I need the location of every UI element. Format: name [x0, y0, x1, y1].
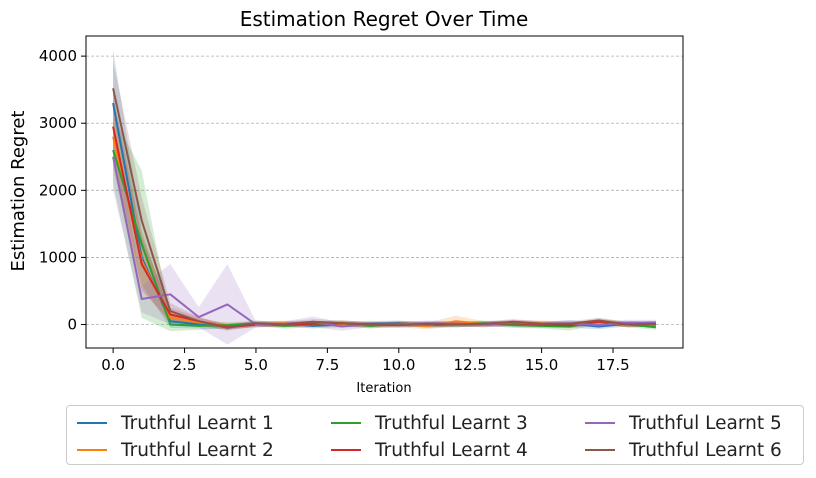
legend-item-6: Truthful Learnt 6	[585, 437, 782, 463]
series-lines	[112, 88, 656, 329]
band-series-1	[113, 49, 656, 330]
line-series-4	[112, 126, 656, 329]
x-tick-label: 12.5	[453, 356, 486, 374]
legend-label-5: Truthful Learnt 5	[629, 412, 782, 434]
band-series-2	[113, 103, 656, 330]
legend-label-6: Truthful Learnt 6	[629, 439, 782, 461]
legend-swatch-5	[585, 422, 615, 424]
band-series-4	[113, 93, 656, 330]
legend-swatch-4	[331, 449, 361, 451]
legend-label-1: Truthful Learnt 1	[121, 412, 274, 434]
x-tick-label: 10.0	[382, 356, 415, 374]
line-series-6	[112, 88, 656, 329]
y-tick-label: 0	[67, 316, 77, 334]
legend-item-1: Truthful Learnt 1	[77, 410, 274, 436]
band-series-3	[113, 116, 656, 332]
chart-title: Estimation Regret Over Time	[240, 7, 529, 31]
y-axis-ticks: 0 1000 2000 3000 4000	[39, 47, 86, 334]
legend-item-5: Truthful Learnt 5	[585, 410, 782, 436]
legend-swatch-3	[331, 422, 361, 424]
line-series-1	[112, 102, 656, 328]
plot-frame	[85, 35, 684, 349]
x-tick-label: 2.5	[173, 356, 197, 374]
band-series-5	[113, 123, 656, 345]
confidence-bands	[113, 49, 656, 345]
legend-swatch-2	[77, 449, 107, 451]
legend-swatch-1	[77, 422, 107, 424]
y-tick-label: 2000	[39, 181, 77, 199]
x-tick-label: 15.0	[525, 356, 558, 374]
legend-item-4: Truthful Learnt 4	[331, 437, 528, 463]
y-tick-label: 1000	[39, 248, 77, 266]
legend-label-4: Truthful Learnt 4	[375, 439, 528, 461]
legend-label-2: Truthful Learnt 2	[121, 439, 274, 461]
legend-item-2: Truthful Learnt 2	[77, 437, 274, 463]
legend-item-3: Truthful Learnt 3	[331, 410, 528, 436]
legend: Truthful Learnt 1 Truthful Learnt 2 Trut…	[66, 405, 804, 465]
band-series-6	[113, 61, 656, 331]
x-tick-label: 7.5	[315, 356, 339, 374]
x-axis-ticks: 0.0 2.5 5.0 7.5 10.0 12.5 15.0 17.5	[101, 348, 630, 374]
legend-swatch-6	[585, 449, 615, 451]
x-tick-label: 0.0	[101, 356, 125, 374]
x-tick-label: 17.5	[596, 356, 629, 374]
legend-label-3: Truthful Learnt 3	[375, 412, 528, 434]
y-axis-label: Estimation Regret	[8, 111, 29, 272]
x-tick-label: 5.0	[244, 356, 268, 374]
y-tick-label: 3000	[39, 114, 77, 132]
line-series-3	[112, 149, 656, 329]
line-series-2	[112, 136, 656, 327]
x-axis-label: Iteration	[356, 381, 411, 396]
y-tick-label: 4000	[39, 47, 77, 65]
